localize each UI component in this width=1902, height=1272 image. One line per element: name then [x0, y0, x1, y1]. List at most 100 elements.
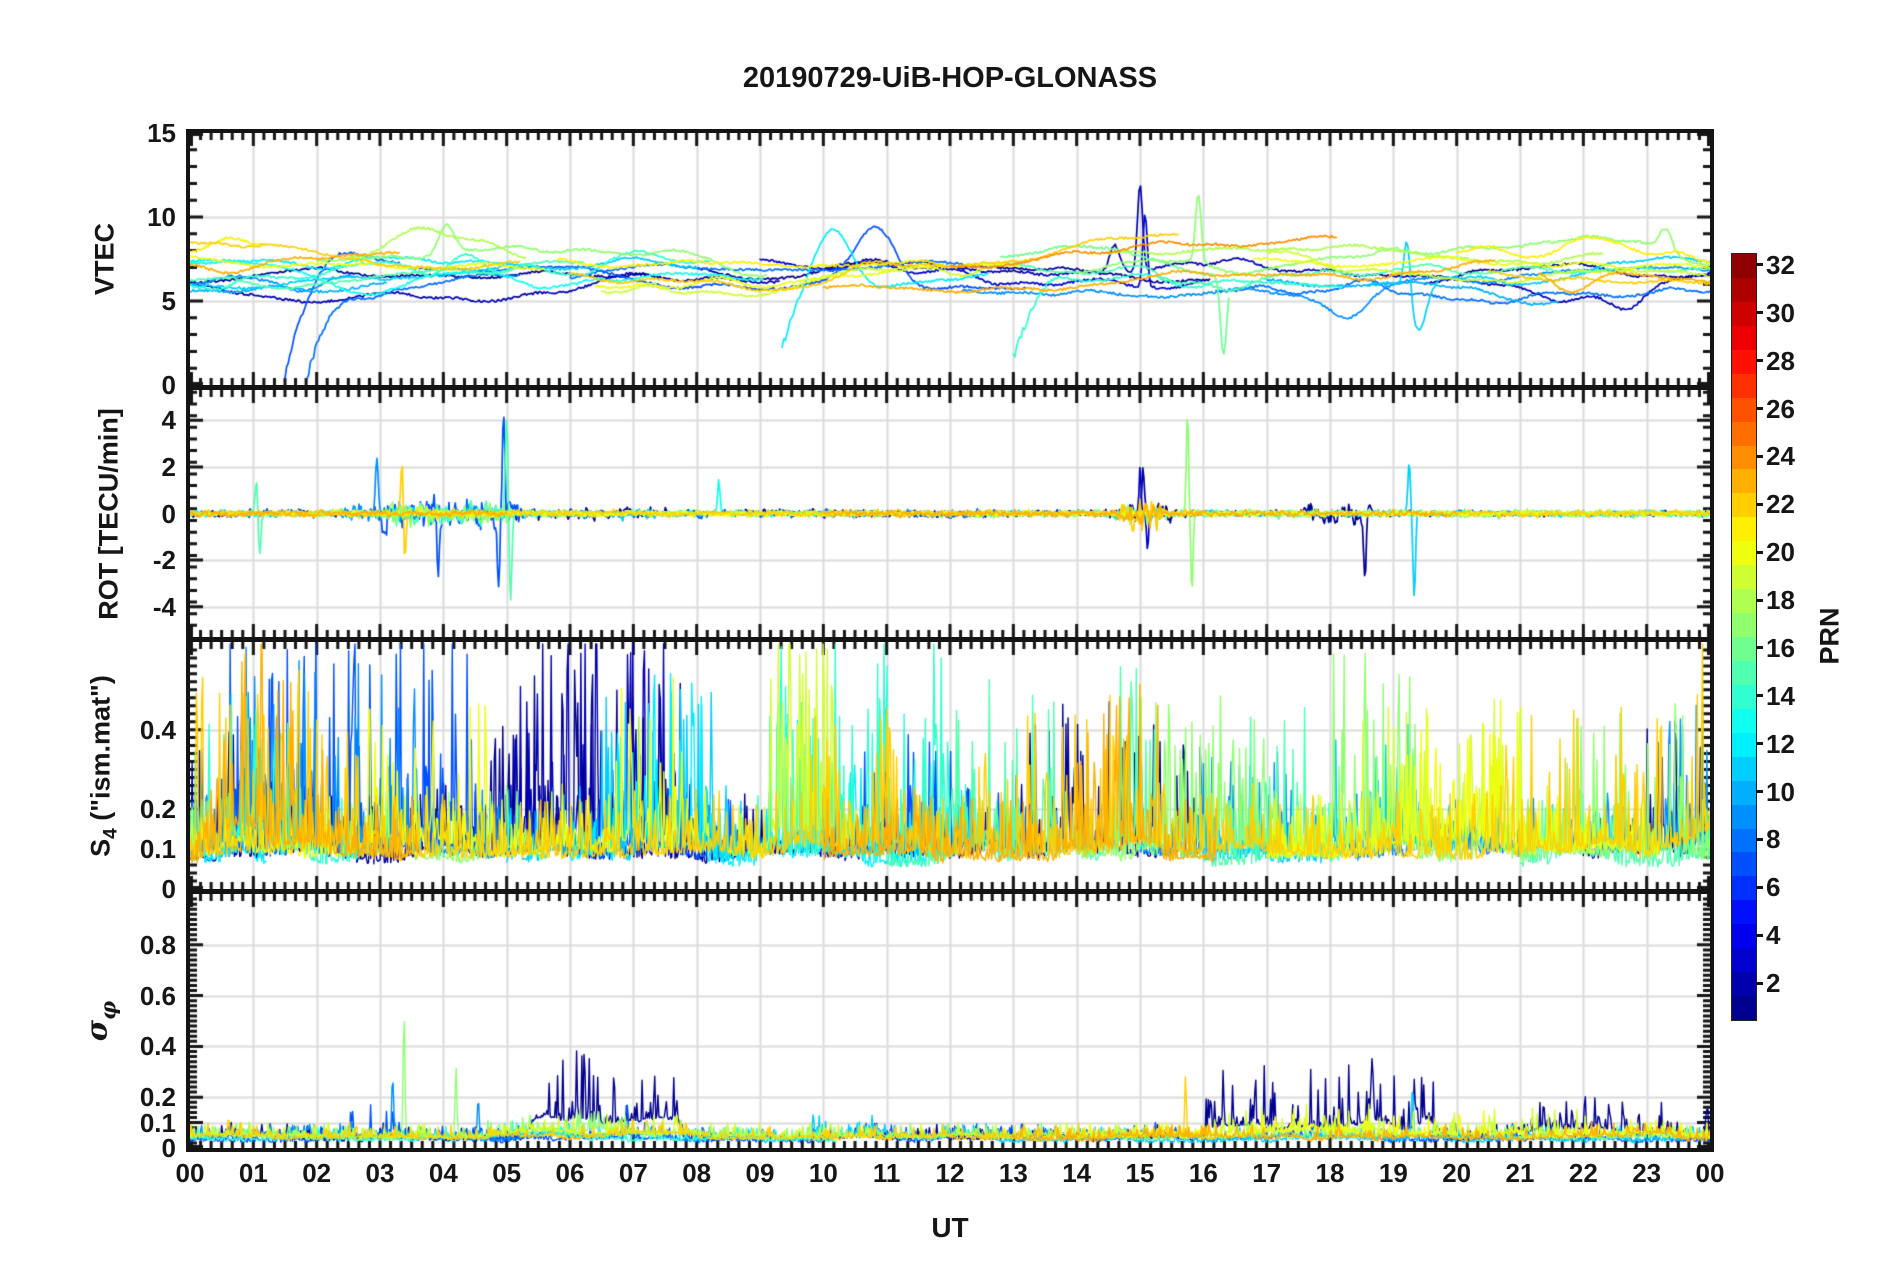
colorbar-segment [1732, 852, 1756, 877]
colorbar-tick-mark [1756, 885, 1763, 889]
colorbar-tick-mark [1756, 742, 1763, 746]
x-tick-label: 13 [998, 1158, 1028, 1188]
colorbar-tick-label: 26 [1766, 393, 1795, 424]
y-tick-label: 0.2 [139, 1082, 176, 1113]
y-tick-label: 0.1 [139, 1107, 176, 1138]
colorbar-tick-label: 24 [1766, 441, 1795, 472]
y-tick-label: 5 [161, 286, 176, 316]
x-tick-label: 05 [492, 1158, 522, 1188]
y-tick-label: 2 [161, 451, 176, 482]
colorbar-segment [1732, 325, 1756, 350]
colorbar-segment [1732, 900, 1756, 925]
colorbar-tick-label: 28 [1766, 345, 1795, 376]
colorbar-segment [1732, 708, 1756, 733]
y-tick-label: 10 [147, 202, 176, 232]
colorbar-tick-label: 22 [1766, 489, 1795, 520]
chart-title: 20190729-UiB-HOP-GLONASS [742, 62, 1158, 94]
colorbar-segment [1732, 277, 1756, 302]
x-tick-label: 09 [745, 1158, 775, 1188]
colorbar-tick-label: 12 [1766, 728, 1795, 759]
colorbar-tick-label: 20 [1766, 537, 1795, 568]
rot-panel [186, 386, 1714, 641]
colorbar-segment [1732, 254, 1756, 278]
colorbar-segment [1732, 589, 1756, 614]
y-tick-label: 4 [161, 405, 176, 436]
colorbar-segment [1732, 804, 1756, 829]
colorbar-tick-mark [1756, 454, 1763, 458]
colorbar-segment [1732, 948, 1756, 973]
x-axis-label: UT [931, 1212, 969, 1243]
x-tick-label: 14 [1062, 1158, 1092, 1188]
colorbar-segment [1732, 397, 1756, 422]
colorbar-tick-mark [1756, 359, 1763, 363]
x-tick-label: 02 [302, 1158, 332, 1188]
rot-canvas [190, 390, 1710, 637]
colorbar-tick-mark [1756, 694, 1763, 698]
x-tick-label: 00 [1695, 1158, 1725, 1188]
x-tick-label: 23 [1632, 1158, 1662, 1188]
colorbar-tick-label: 2 [1766, 968, 1781, 999]
colorbar-tick-mark [1756, 646, 1763, 650]
colorbar-tick-mark [1756, 263, 1763, 267]
colorbar-tick-label: 32 [1766, 249, 1795, 280]
x-tick-label: 19 [1378, 1158, 1408, 1188]
colorbar-tick-label: 6 [1766, 872, 1781, 903]
colorbar-tick-mark [1756, 311, 1763, 315]
x-tick-label: 07 [618, 1158, 648, 1188]
s4-canvas [190, 642, 1710, 889]
colorbar-tick-label: 18 [1766, 585, 1795, 616]
colorbar-tick-mark [1756, 790, 1763, 794]
y-tick-label: -2 [152, 545, 176, 576]
y-tick-label: 0.2 [139, 794, 176, 825]
colorbar-tick-label: 14 [1766, 680, 1795, 711]
y-tick-label: 0.1 [139, 834, 176, 865]
x-tick-label: 10 [808, 1158, 838, 1188]
x-tick-label: 20 [1442, 1158, 1472, 1188]
x-tick-label: 11 [872, 1158, 901, 1188]
colorbar-segment [1732, 660, 1756, 685]
colorbar-segment [1732, 876, 1756, 901]
x-tick-label: 16 [1188, 1158, 1218, 1188]
colorbar-segment [1732, 756, 1756, 781]
colorbar-segment [1732, 349, 1756, 374]
y-tick-label: 15 [147, 118, 176, 148]
y-tick-label: 0.4 [139, 1031, 176, 1062]
x-tick-label: 21 [1505, 1158, 1535, 1188]
x-tick-label: 18 [1315, 1158, 1345, 1188]
colorbar-segment [1732, 517, 1756, 542]
s4-panel [186, 638, 1714, 893]
colorbar-segment [1732, 637, 1756, 661]
x-tick-label: 22 [1568, 1158, 1598, 1188]
colorbar-segment [1732, 301, 1756, 326]
y-tick-label: 0 [161, 1133, 176, 1163]
x-tick-label: 17 [1252, 1158, 1282, 1188]
colorbar-tick-label: 10 [1766, 776, 1795, 807]
colorbar-tick-mark [1756, 502, 1763, 506]
colorbar-segment [1732, 996, 1756, 1020]
x-tick-label: 15 [1125, 1158, 1155, 1188]
colorbar-tick-mark [1756, 598, 1763, 602]
x-tick-label: 12 [935, 1158, 965, 1188]
y-tick-label: 0.6 [139, 980, 176, 1011]
x-tick-label: 06 [555, 1158, 585, 1188]
colorbar-segment [1732, 780, 1756, 805]
colorbar-tick-mark [1756, 407, 1763, 411]
colorbar-segment [1732, 924, 1756, 949]
colorbar-tick-mark [1756, 933, 1763, 937]
y-tick-label: 0 [161, 498, 176, 529]
y-tick-label: 0.4 [139, 714, 176, 745]
vtec-canvas [190, 133, 1710, 385]
sigma-phi-canvas [190, 894, 1710, 1148]
y-tick-label: 0 [161, 370, 176, 400]
colorbar-segment [1732, 565, 1756, 590]
y-tick-label: -4 [152, 591, 176, 622]
colorbar-segment [1732, 541, 1756, 566]
colorbar-segment [1732, 469, 1756, 494]
colorbar-segment [1732, 613, 1756, 637]
x-tick-label: 04 [428, 1158, 458, 1188]
colorbar-tick-mark [1756, 550, 1763, 554]
colorbar-label: PRN [1814, 607, 1845, 665]
colorbar-segment [1732, 828, 1756, 853]
x-tick-label: 01 [238, 1158, 268, 1188]
